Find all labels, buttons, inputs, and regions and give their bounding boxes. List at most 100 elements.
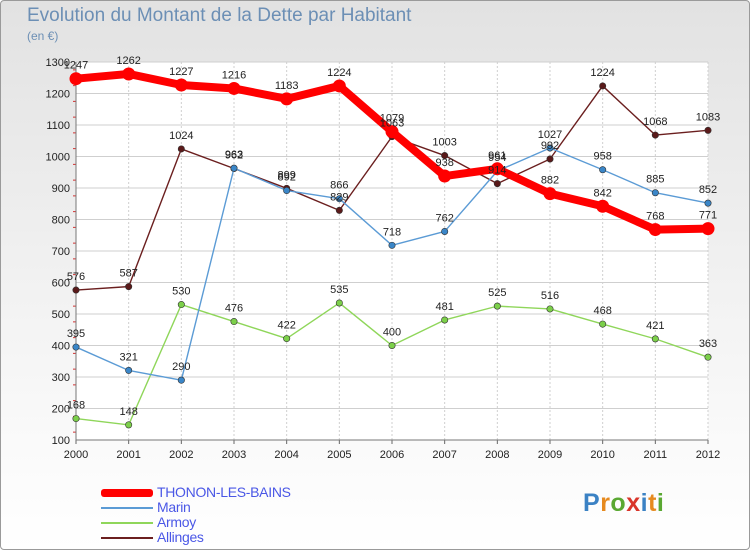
data-point [335, 299, 343, 307]
x-tick-label: 2000 [64, 449, 88, 461]
x-tick-label: 2005 [327, 449, 351, 461]
data-label: 1262 [116, 55, 140, 67]
logo-letter: P [583, 489, 601, 517]
data-label: 1063 [380, 118, 404, 130]
data-point [125, 283, 133, 291]
data-point [651, 131, 659, 139]
data-label: 829 [330, 191, 348, 203]
y-tick-label: 1200 [46, 89, 70, 101]
legend-label-marin: Marin [157, 499, 191, 515]
x-tick-label: 2004 [274, 449, 298, 461]
y-tick-label: 300 [52, 372, 70, 384]
axes: 100 200 300 400 500 600 700 800 900 1000 1100 1200 1… [46, 57, 721, 461]
y-tick-label: 800 [52, 215, 70, 227]
legend-swatch-thonon [101, 489, 153, 497]
data-label: 1024 [169, 130, 193, 142]
x-tick-label: 2006 [380, 449, 404, 461]
x-tick-label: 2010 [590, 449, 614, 461]
data-label: 866 [330, 180, 348, 192]
data-point [596, 199, 610, 213]
data-label: 1224 [327, 67, 351, 79]
data-point [701, 222, 715, 236]
chart-title: Evolution du Montant de la Dette par Hab… [27, 5, 412, 26]
data-label: 852 [699, 184, 717, 196]
data-label: 321 [119, 351, 137, 363]
x-tick-label: 2007 [432, 449, 456, 461]
data-point [72, 286, 80, 294]
y-tick-label: 200 [52, 404, 70, 416]
data-label: 1068 [643, 116, 667, 128]
logo-letter: i [640, 489, 649, 517]
data-label: 1027 [538, 129, 562, 141]
legend-item-allinges: Allinges [101, 529, 361, 545]
logo-letter: r [600, 489, 611, 517]
data-point [335, 195, 343, 203]
data-label: 961 [488, 150, 506, 162]
data-label: 885 [646, 174, 664, 186]
y-tick-label: 700 [52, 246, 70, 258]
data-label: 525 [488, 287, 506, 299]
data-point [438, 169, 452, 183]
legend-item-armoy: Armoy [101, 514, 361, 530]
data-point [704, 199, 712, 207]
data-point [177, 145, 185, 153]
data-point [125, 366, 133, 374]
data-point [490, 162, 504, 176]
data-label: 535 [330, 284, 348, 296]
data-point [651, 335, 659, 343]
legend-item-marin: Marin [101, 499, 361, 515]
data-label: 290 [172, 361, 190, 373]
legend-label-allinges: Allinges [157, 529, 204, 545]
data-point [599, 320, 607, 328]
data-label: 476 [225, 303, 243, 315]
data-point [493, 302, 501, 310]
data-point [335, 206, 343, 214]
y-tick-label: 600 [52, 278, 70, 290]
data-label: 842 [593, 187, 611, 199]
chart-unit: (en €) [27, 29, 59, 43]
x-tick-label: 2011 [644, 449, 668, 461]
data-label: 1227 [169, 66, 193, 78]
data-label: 938 [435, 157, 453, 169]
legend-swatch-marin [101, 507, 153, 509]
x-tick-label: 2001 [116, 449, 140, 461]
data-label: 958 [593, 151, 611, 163]
data-label: 400 [383, 327, 401, 339]
proxiti-logo: Proxiti [583, 489, 664, 518]
data-point [441, 152, 449, 160]
y-tick-label: 1100 [46, 120, 70, 132]
data-point [283, 187, 291, 195]
data-label: 963 [225, 149, 243, 161]
data-label: 914 [488, 165, 506, 177]
data-label: 148 [119, 406, 137, 418]
data-point [122, 67, 136, 81]
data-label: 992 [541, 140, 559, 152]
x-tick-label: 2012 [696, 449, 720, 461]
data-label: 1216 [222, 69, 246, 81]
y-tick-label: 100 [52, 435, 70, 447]
data-label: 363 [699, 338, 717, 350]
data-point [546, 155, 554, 163]
data-point [388, 241, 396, 249]
data-labels: 576 587 1024 962 899 829 1063 1003 914 992 1224 106… [64, 55, 720, 418]
legend-label-armoy: Armoy [157, 514, 196, 530]
data-point [599, 82, 607, 90]
data-label: 1083 [696, 111, 720, 123]
data-label: 962 [225, 149, 243, 161]
data-point [385, 125, 399, 139]
data-label: 771 [699, 210, 717, 222]
logo-letter: i [656, 489, 665, 517]
y-tick-label: 1300 [46, 57, 70, 69]
logo-letter: x [626, 489, 641, 517]
data-label: 468 [593, 305, 611, 317]
data-point [388, 341, 396, 349]
data-point [599, 166, 607, 174]
data-point [280, 92, 294, 106]
data-point [177, 376, 185, 384]
data-label: 899 [277, 169, 295, 181]
y-tick-label: 1000 [46, 152, 70, 164]
data-point [69, 72, 83, 86]
data-point [174, 78, 188, 92]
